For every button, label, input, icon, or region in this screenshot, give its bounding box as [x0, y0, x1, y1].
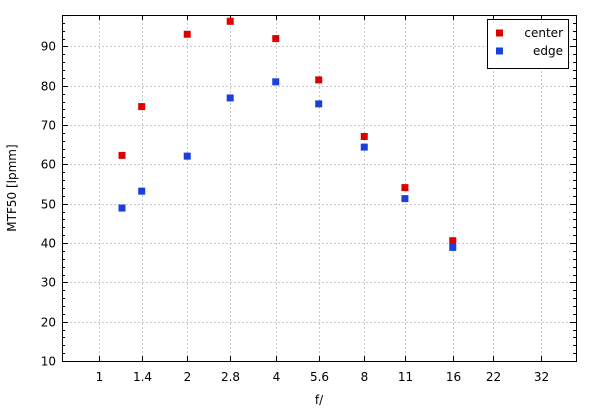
- legend-items: center edge: [496, 26, 563, 58]
- y-tick-label: 30: [41, 276, 56, 290]
- plot-frame: [62, 15, 577, 362]
- x-tick-label: 22: [486, 370, 501, 384]
- data-point-center: [226, 17, 234, 25]
- data-point-edge: [118, 204, 126, 212]
- legend-label-edge: edge: [533, 44, 563, 58]
- data-point-center: [360, 132, 368, 140]
- legend-label-center: center: [524, 26, 563, 40]
- y-axis-title: MTF50 [lpmm]: [5, 144, 19, 231]
- x-axis-title: f/: [315, 393, 324, 407]
- x-tick-label: 8: [361, 370, 369, 384]
- x-tick-label: 16: [446, 370, 461, 384]
- x-tick-label: 2.8: [221, 370, 240, 384]
- data-point-edge: [401, 195, 409, 203]
- y-tick-label: 10: [41, 355, 56, 369]
- y-tick-label: 80: [41, 80, 56, 94]
- data-series: [118, 17, 457, 251]
- y-tick-label: 70: [41, 119, 56, 133]
- data-point-center: [118, 151, 126, 159]
- data-point-edge: [360, 143, 368, 151]
- y-tick-label: 60: [41, 158, 56, 172]
- legend-marker-center: [496, 29, 503, 37]
- series-edge: [118, 78, 457, 251]
- legend-marker-edge: [496, 47, 503, 55]
- data-point-center: [272, 35, 280, 43]
- data-point-edge: [315, 100, 323, 108]
- legend-box: [487, 19, 569, 69]
- data-point-center: [138, 103, 146, 111]
- data-point-center: [315, 76, 323, 84]
- x-tick-label: 11: [398, 370, 413, 384]
- x-tick-label: 2: [184, 370, 192, 384]
- series-center: [118, 17, 457, 245]
- data-point-center: [449, 237, 457, 245]
- x-tick-label: 4: [273, 370, 281, 384]
- x-tick-label: 1.4: [133, 370, 152, 384]
- data-point-edge: [449, 243, 457, 251]
- data-point-center: [401, 184, 409, 192]
- y-axis-ticks: 10 20 30 40 50 60 70 80 90: [41, 40, 576, 369]
- data-point-center: [183, 30, 191, 38]
- x-tick-label: 5.6: [310, 370, 329, 384]
- data-point-edge: [226, 94, 234, 102]
- data-point-edge: [183, 152, 191, 160]
- data-point-edge: [272, 78, 280, 86]
- y-tick-label: 20: [41, 316, 56, 330]
- x-tick-label: 1: [96, 370, 104, 384]
- data-point-edge: [138, 187, 146, 195]
- y-tick-label: 50: [41, 198, 56, 212]
- y-tick-label: 40: [41, 237, 56, 251]
- legend: center edge: [487, 19, 569, 69]
- x-tick-label: 32: [534, 370, 549, 384]
- y-tick-label: 90: [41, 40, 56, 54]
